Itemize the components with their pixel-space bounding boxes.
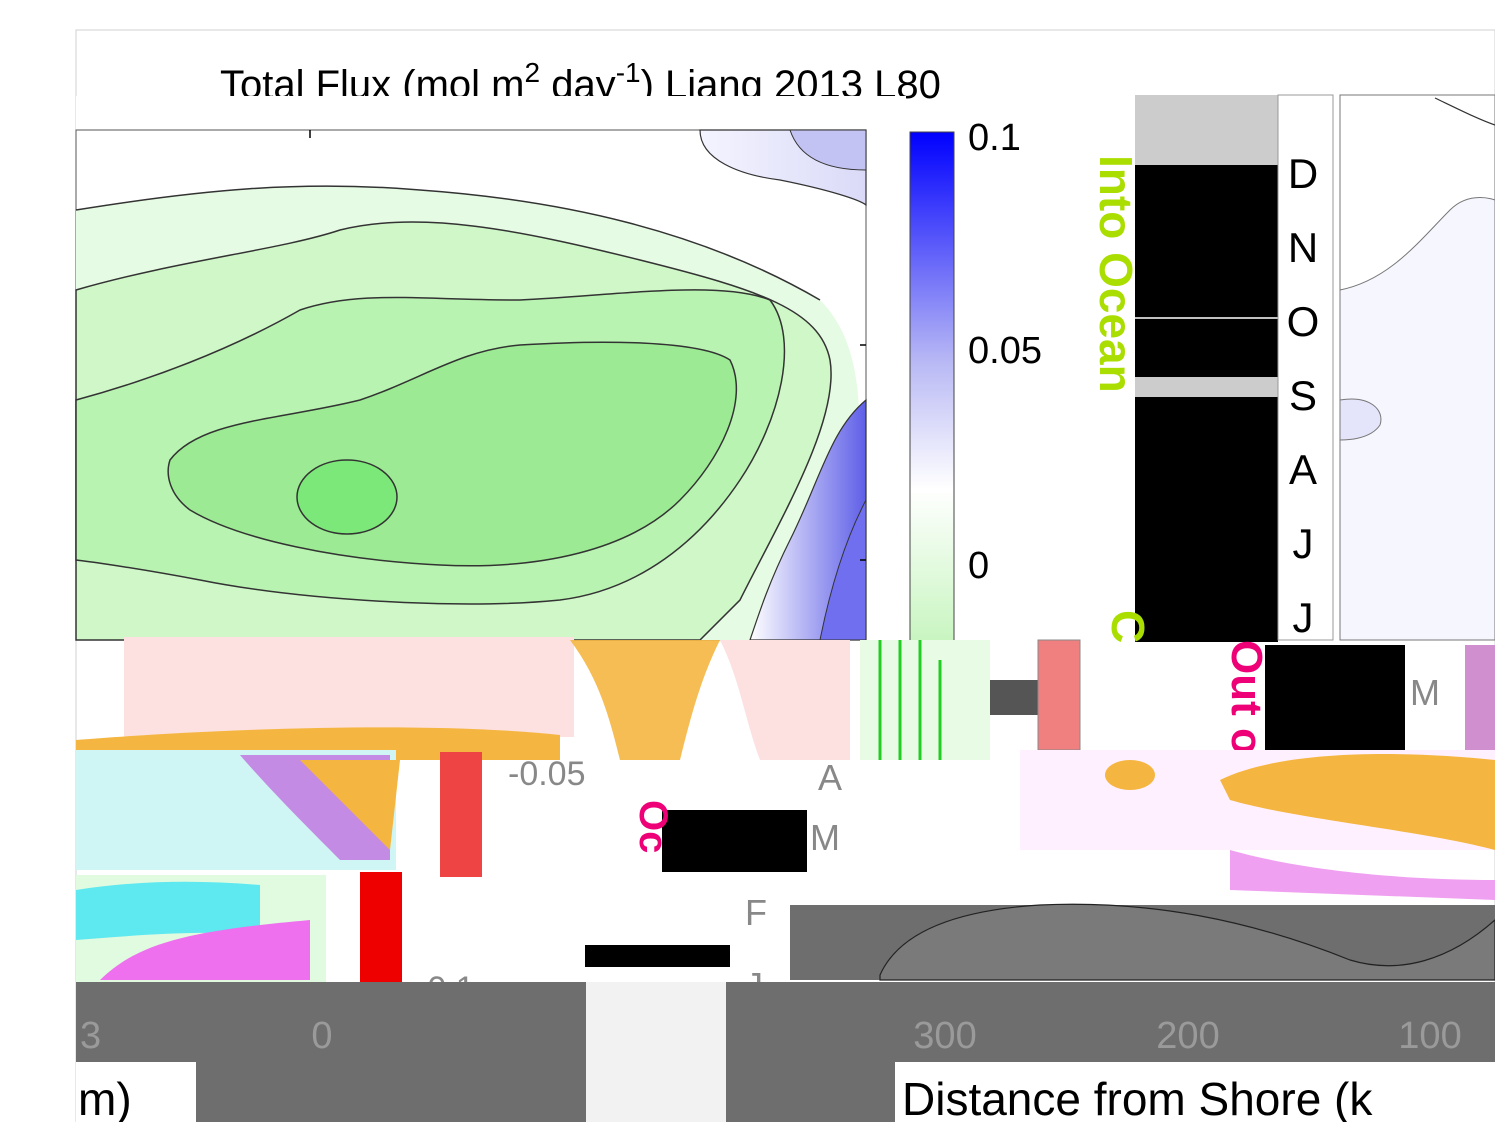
glitch-pink-2 <box>720 640 850 760</box>
month-tick-6: J <box>1293 594 1314 641</box>
into-ocean-label: Into Ocean <box>1090 155 1142 393</box>
colorbar-tick-2: 0 <box>968 545 989 587</box>
x-tick-right-1: 200 <box>1156 1015 1219 1057</box>
month-tick-4: A <box>1289 446 1317 493</box>
bottom-light-strip <box>586 982 726 1122</box>
glitch-band-overlay: M Out o -0.05 Oc A M -0.1 F J <box>76 637 1495 1008</box>
time-bar-black-1 <box>1135 165 1278 377</box>
month-tick-0: D <box>1288 150 1318 197</box>
month-axis <box>1277 94 1334 641</box>
x-axis-label-left: m) <box>78 1073 132 1122</box>
glitch-gray-contour <box>879 903 1495 981</box>
glitch-month-m: M <box>810 817 840 858</box>
glitch-orange-wedge <box>300 760 400 850</box>
out-ocean-fragment: Oc <box>631 800 675 853</box>
glitch-green-block <box>860 640 990 760</box>
right-contour-1 <box>1339 197 1495 641</box>
contour-panel-right <box>1339 94 1495 641</box>
right-contour-2 <box>1339 398 1382 441</box>
right-contour-line <box>1434 97 1495 126</box>
into-ocean-fragment: C <box>1102 610 1154 643</box>
glitch-red-bar-2 <box>440 752 482 877</box>
xlabel-right-bg <box>895 1062 1495 1122</box>
title-sup-2: -1 <box>616 57 641 88</box>
x-tick-right-0: 300 <box>913 1015 976 1057</box>
glitch-black-block-2 <box>662 810 807 872</box>
colorbar-tick-3: -0.05 <box>508 755 586 793</box>
glitch-red-bar-3 <box>360 872 402 984</box>
glitch-black-strip <box>585 945 730 967</box>
glitch-pink-streak <box>1230 850 1495 900</box>
glitch-orange-2 <box>570 640 720 760</box>
glitch-red-bar-1 <box>1037 639 1081 751</box>
title-sup-1: 2 <box>525 57 541 88</box>
xlabel-left-bg <box>76 1062 196 1122</box>
contour-core <box>296 459 398 535</box>
month-tick-3: S <box>1289 372 1317 419</box>
glitch-pink-block <box>124 637 574 737</box>
colorbar-tick-0: 0.1 <box>968 117 1021 159</box>
month-tick-2: O <box>1287 298 1320 345</box>
contour-line-outer <box>75 185 821 301</box>
x-tick-left-0: 3 <box>80 1015 101 1057</box>
glitch-green-lines <box>878 640 942 760</box>
glitch-magenta-streak <box>100 920 310 980</box>
out-of-ocean-label: Out o <box>1222 640 1271 755</box>
time-bar-panel: D N O S A J J Into Ocean C <box>1090 94 1334 643</box>
colorbar-gradient <box>909 131 955 643</box>
x-tick-left-1: 0 <box>311 1015 332 1057</box>
glitch-gray-block <box>990 680 1040 715</box>
glitch-black-block-1 <box>1265 645 1405 750</box>
time-bar-black-2 <box>1135 397 1278 642</box>
glitch-month-m-right: M <box>1410 672 1440 713</box>
contour-blue-bottom-core <box>819 499 867 641</box>
contour-blue-top-core <box>789 129 867 171</box>
glitch-orange-blob <box>1105 760 1155 790</box>
glitch-month-f: F <box>745 892 767 933</box>
bottom-axis-band: 3 0 300 200 100 m) Distance from Shore (… <box>76 982 1495 1122</box>
month-tick-1: N <box>1288 224 1318 271</box>
glitch-purple-block <box>1465 645 1495 755</box>
month-tick-5: J <box>1293 520 1314 567</box>
time-bar-gray-top <box>1135 95 1278 165</box>
glitch-orange-right <box>1220 754 1495 850</box>
glitch-month-a: A <box>818 757 842 798</box>
contour-panel-main <box>75 129 867 641</box>
colorbar: 0.1 0.05 0 <box>909 117 1042 643</box>
title-glitch-band <box>76 96 906 130</box>
x-tick-right-2: 100 <box>1398 1015 1461 1057</box>
glitch-cyan-streak <box>76 881 260 940</box>
x-axis-label: Distance from Shore (k <box>902 1073 1373 1122</box>
colorbar-tick-1: 0.05 <box>968 330 1042 372</box>
time-bar-gray-mid <box>1135 377 1278 397</box>
